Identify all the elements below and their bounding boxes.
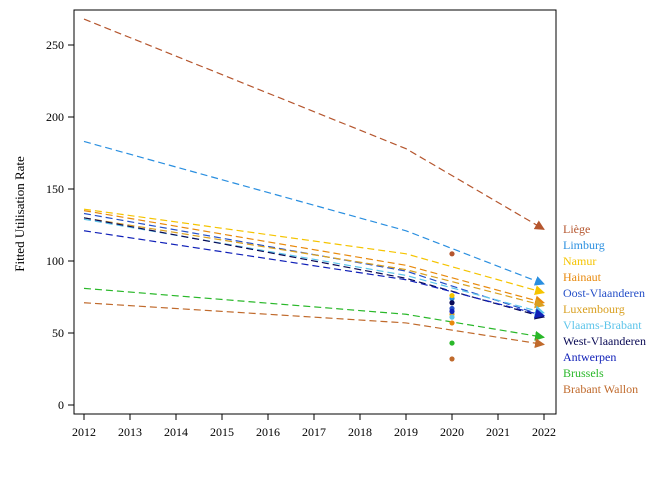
x-tick-label: 2020 [440,425,464,439]
series-point-2020 [449,356,455,362]
series-point-2020 [449,340,455,346]
x-axis: 2012 2013 2014 2015 2016 2017 2018 2019 2020 2021… [72,414,556,439]
series-point-2020 [449,320,455,326]
x-tick-label: 2013 [118,425,142,439]
series-line [83,217,545,309]
x-tick-label: 2017 [302,425,326,439]
legend-entry: Brabant Wallon [563,382,638,396]
legend-entry: Liège [563,222,590,236]
x-tick-label: 2021 [486,425,510,439]
series-line [83,217,545,320]
series-point-2020 [449,300,455,306]
legend-entry: Oost-Vlaanderen [563,286,645,300]
series-points-2020 [449,251,455,362]
y-tick-label: 100 [46,254,64,268]
legend-entry: Brussels [563,366,604,380]
x-tick-label: 2015 [210,425,234,439]
y-tick-label: 0 [58,398,64,412]
y-tick-label: 50 [52,326,64,340]
legend: Liège Limburg Namur Hainaut Oost-Vlaanderen L… [563,222,646,396]
series-line [83,210,545,306]
y-tick-label: 250 [46,38,64,52]
legend-entry: Antwerpen [563,350,616,364]
series-line [83,230,545,319]
x-tick-label: 2019 [394,425,418,439]
series-line [83,18,545,230]
y-tick-label: 150 [46,182,64,196]
x-tick-label: 2012 [72,425,96,439]
series-point-2020 [449,314,455,320]
y-tick-label: 200 [46,110,64,124]
x-tick-label: 2018 [348,425,372,439]
legend-entry: Limburg [563,238,605,252]
legend-entry: Namur [563,254,596,268]
y-axis: 0 50 100 150 200 250 [46,38,74,412]
series-point-2020 [449,292,455,299]
legend-entry: Luxembourg [563,302,625,316]
series-lines [83,18,545,349]
series-line [83,302,545,349]
plot-frame [73,9,557,415]
x-tick-label: 2014 [164,425,188,439]
legend-entry: Vlaams-Brabant [563,318,642,332]
series-line [83,287,545,341]
y-axis-label: Fitted Utilisation Rate [12,156,27,272]
series-line [83,218,545,316]
series-point-2020 [449,251,455,257]
series-line [83,208,545,296]
legend-entry: West-Vlaanderen [563,334,646,348]
series-point-2020 [449,308,455,314]
legend-entry: Hainaut [563,270,602,284]
x-tick-label: 2022 [532,425,556,439]
series-line [83,140,545,286]
x-tick-label: 2016 [256,425,280,439]
